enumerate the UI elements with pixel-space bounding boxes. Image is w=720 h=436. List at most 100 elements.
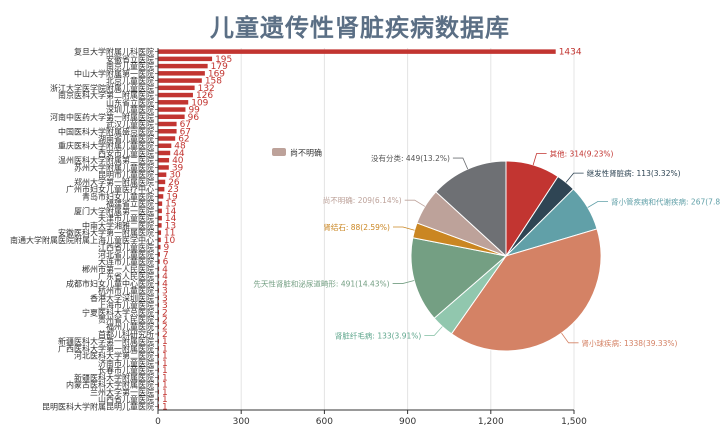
pie-chart: 其他: 314(9.23%) 继发性肾脏病: 113(3.32%) 肾小管疾病和代谢… (253, 148, 720, 352)
bar (158, 259, 160, 264)
category-label: 温州医科大学附属第二医院 (58, 155, 154, 165)
category-label: 北京儿童医院 (106, 76, 154, 86)
bar-value-label: 13 (165, 221, 176, 231)
x-tick-label: 300 (233, 417, 250, 427)
category-label: 香港大学深圳医院 (90, 293, 154, 303)
bar-value-label: 99 (188, 106, 200, 116)
category-label: 西安市儿童医院 (98, 148, 154, 158)
bar-value-label: 3 (162, 287, 168, 297)
category-label: 昆明医科大学附属昆明儿童医院 (42, 401, 154, 411)
legend-swatch[interactable] (272, 148, 286, 156)
bar-value-label: 67 (180, 120, 191, 130)
bar-value-label: 26 (168, 178, 180, 188)
bar-value-label: 4 (162, 265, 168, 275)
bar-value-label: 1434 (559, 48, 582, 58)
bar (158, 85, 195, 91)
bar (158, 208, 162, 214)
pie-slice-label: 其他: 314(9.23%) (550, 148, 614, 158)
pie-slice (435, 160, 507, 258)
bar (158, 157, 170, 163)
category-label: 中山大学附属第一医院 (74, 68, 154, 78)
bar (158, 107, 186, 112)
pie-slice-label: 没有分类: 449(13.2%) (371, 153, 450, 163)
category-label: 浙江大学医学院附属儿童医院 (50, 83, 154, 93)
bar-value-label: 3 (162, 294, 168, 304)
category-label: 济南市儿童医院 (98, 358, 154, 368)
category-label: 青岛市妇女儿童医院 (82, 191, 154, 201)
pie-label-line (424, 326, 443, 336)
bar-value-label: 195 (215, 55, 232, 65)
category-label: 天津市儿童医院 (98, 213, 154, 223)
bar-value-label: 2 (162, 323, 168, 333)
pie-legend: 尚不明确 (272, 148, 322, 158)
category-label: 昆明市儿童医院 (98, 170, 154, 180)
legend-label[interactable]: 尚不明确 (290, 148, 322, 158)
category-label: 南京医科大学第二附属医院 (58, 90, 154, 100)
bar-value-label: 1 (162, 402, 168, 412)
bar-value-label: 109 (191, 98, 208, 108)
bar-value-label: 2 (162, 330, 168, 340)
bar-value-label: 2 (162, 316, 168, 326)
category-label: 中国医科大学附属盛京医院 (58, 126, 154, 136)
bar (158, 114, 185, 120)
bar (158, 150, 171, 156)
bar-value-label: 40 (172, 156, 184, 166)
bar-value-label: 1 (162, 373, 168, 383)
bar-value-label: 11 (164, 229, 175, 239)
category-label: 广州市妇女儿童医疗中心 (66, 184, 154, 194)
pie-slice (410, 237, 508, 319)
category-label: 南通大学附属医院附属上海儿童医学中心 (10, 235, 154, 245)
category-label: 长春市儿童医院 (98, 365, 154, 375)
bar (158, 129, 177, 134)
category-label: 安徽医科大学第一附属医院 (58, 228, 154, 238)
bar (158, 78, 202, 83)
category-label: 内蒙古医科大学附属医院 (66, 380, 154, 390)
category-label: 重庆医科大学附属儿童医院 (58, 141, 154, 151)
bar (158, 172, 167, 177)
category-label: 山西省儿童医院 (98, 394, 154, 404)
bar-value-label: 23 (167, 185, 178, 195)
pie-slice (450, 228, 602, 352)
category-label: 厦门大学附属第一医院 (74, 206, 154, 216)
category-label: 河北省儿童医院 (98, 249, 154, 259)
x-tick-label: 600 (316, 417, 333, 427)
bar (158, 186, 165, 192)
bar-value-label: 30 (169, 171, 181, 181)
bar-value-label: 126 (196, 91, 213, 101)
pie-slice-label: 肾小管疾病和代谢疾病: 267(7.85%) (611, 196, 720, 206)
bar-value-label: 7 (163, 250, 169, 260)
chart-title: 儿童遗传性肾脏疾病数据库 (210, 14, 510, 42)
bar-value-label: 39 (172, 163, 184, 173)
bar-series: 1434195179169158132126109999667676248444… (158, 48, 582, 412)
bar-value-label: 1 (162, 388, 168, 398)
bar-value-label: 179 (211, 62, 228, 72)
pie-label-line (561, 332, 579, 344)
category-label: 成都市妇女儿童中心医院 (66, 278, 154, 288)
category-label: 贵州省人民医院 (98, 315, 154, 325)
bar-value-label: 169 (208, 69, 225, 79)
bar-value-label: 1 (162, 352, 168, 362)
category-label: 首都儿科研究所 (98, 329, 154, 339)
category-label: 中南大学湘雅二医院 (82, 220, 154, 230)
bar (158, 56, 213, 62)
bar-value-label: 132 (198, 84, 215, 94)
bar (158, 121, 177, 127)
category-label: 河南中医药大学第一附属医院 (50, 112, 154, 122)
category-label: 宁夏医科大学总医院 (82, 307, 154, 317)
bar-value-label: 2 (162, 308, 168, 318)
pie-label-line (587, 200, 609, 208)
category-label: 广西医科大学第一附属医院 (58, 343, 154, 353)
category-label: 湖南省儿童医院 (98, 134, 154, 144)
bar-value-label: 4 (162, 272, 168, 282)
bar-value-label: 15 (165, 200, 176, 210)
bar (158, 201, 163, 206)
bar-value-label: 62 (178, 135, 189, 145)
category-label: 南京儿童医院 (106, 61, 154, 71)
pie-label-line (392, 280, 415, 284)
bar (158, 63, 208, 69)
bar-value-label: 6 (163, 258, 169, 268)
category-label: 杭州市儿童医院 (98, 286, 154, 296)
bar-value-label: 48 (174, 142, 186, 152)
bar-axes: 0 300 600 900 1,200 1,500 复旦大学附属儿科医院安徽省立医院南京儿童… (10, 47, 587, 427)
